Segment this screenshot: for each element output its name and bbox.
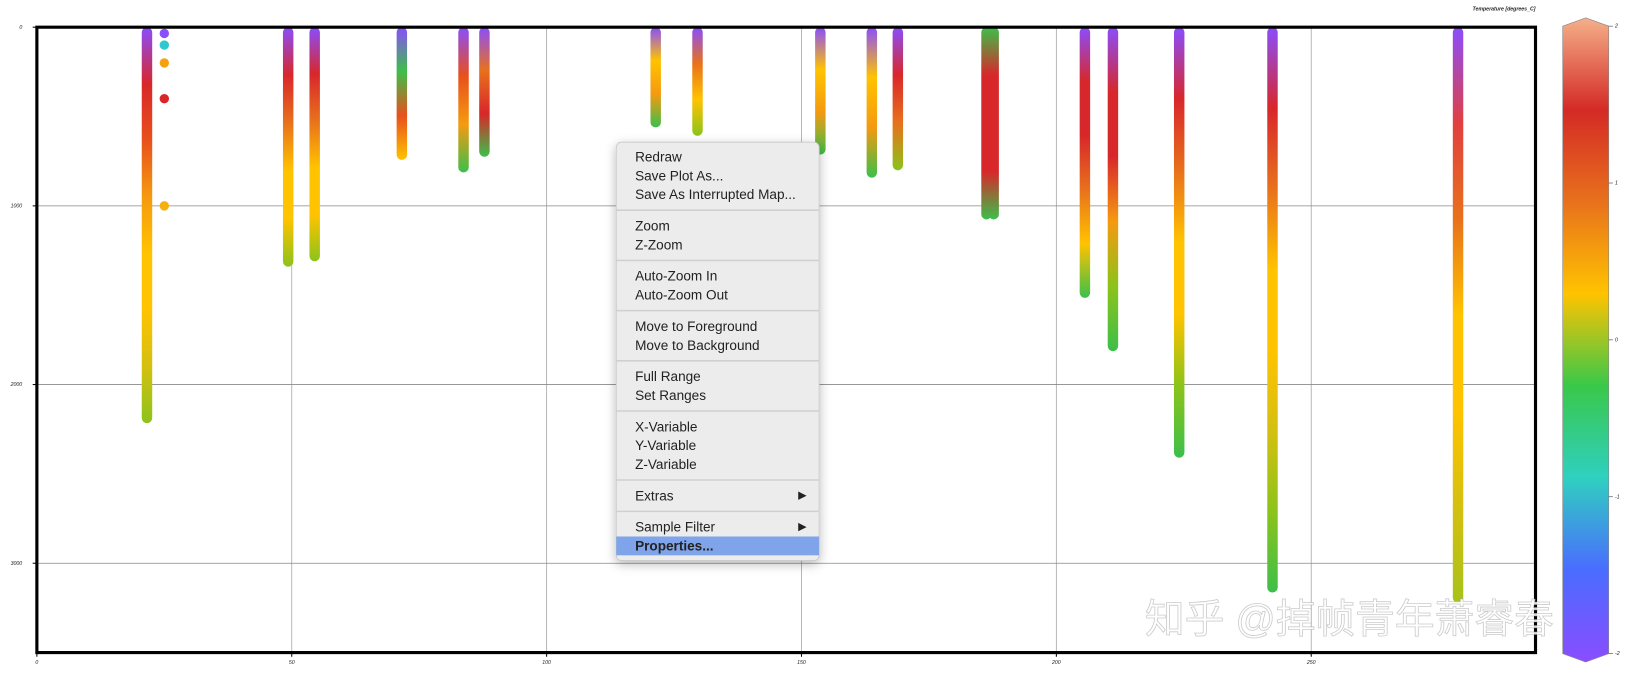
profile xyxy=(458,27,469,173)
profile xyxy=(479,27,490,157)
colorbar-tick-label: -1 xyxy=(1615,494,1620,500)
plot-frame xyxy=(35,25,1538,655)
y-tick-label: 2000 xyxy=(10,382,23,388)
x-tick-label: 200 xyxy=(1051,660,1061,666)
colorbar: Temperature [degrees_C] -2 -1 0 1 2 xyxy=(1472,6,1620,663)
x-tick-label: 0 xyxy=(35,660,38,666)
x-tick-label: 150 xyxy=(797,660,806,666)
profile xyxy=(1107,27,1119,352)
y-tick-label: 0 xyxy=(19,25,22,31)
sample-point xyxy=(159,201,170,211)
profile xyxy=(282,27,294,267)
profile xyxy=(1079,27,1091,298)
watermark: 知乎 @掉帧青年萧睿春 xyxy=(1145,598,1554,642)
menu-item[interactable]: Move to Background xyxy=(635,338,760,353)
x-tick-label: 100 xyxy=(542,660,551,666)
menu-highlight xyxy=(616,536,820,556)
menu-item[interactable]: Zoom xyxy=(635,219,670,234)
menu-item[interactable]: Properties... xyxy=(635,539,713,554)
menu-item[interactable]: X-Variable xyxy=(635,419,697,434)
menu-item[interactable]: Save Plot As... xyxy=(635,168,723,183)
menu-item[interactable]: Extras xyxy=(635,488,674,503)
colorbar-tick-label: -2 xyxy=(1615,651,1620,657)
y-tick-label: 3000 xyxy=(11,561,23,567)
menu-item[interactable]: Full Range xyxy=(635,369,701,384)
menu-item[interactable]: Z-Variable xyxy=(635,457,697,472)
submenu-arrow xyxy=(798,491,807,500)
colorbar-tick-label: 2 xyxy=(1614,24,1618,30)
submenu-arrow xyxy=(798,522,807,532)
context-menu: Redraw Save Plot As... Save As Interrupted… xyxy=(615,141,820,561)
profile xyxy=(1452,27,1464,603)
menu-item[interactable]: Auto-Zoom Out xyxy=(635,288,728,303)
profile xyxy=(988,27,999,220)
y-tick-label: 1000 xyxy=(11,203,23,209)
menu-item[interactable]: Sample Filter xyxy=(635,520,715,535)
colorbar-tick-label: 1 xyxy=(1615,181,1618,187)
sample-point xyxy=(159,40,170,50)
menu-item[interactable]: Set Ranges xyxy=(635,388,706,403)
sample-point xyxy=(159,28,170,39)
sample-point xyxy=(159,58,170,68)
colorbar-title: Temperature [degrees_C] xyxy=(1472,6,1535,12)
menu-item: Save As Interrupted Map... xyxy=(635,187,796,202)
menu-item[interactable]: Y-Variable xyxy=(635,438,696,453)
sample-point xyxy=(159,93,170,104)
profile xyxy=(650,27,661,128)
profile xyxy=(692,27,703,136)
profile xyxy=(892,27,904,171)
x-tick-label: 50 xyxy=(289,660,295,666)
menu-item[interactable]: Redraw xyxy=(635,150,682,165)
profile xyxy=(815,27,826,155)
colorbar-tick-label: 0 xyxy=(1615,337,1618,343)
profile xyxy=(866,27,878,178)
profile xyxy=(309,27,320,262)
profile xyxy=(1173,27,1185,458)
colorbar-bar xyxy=(1562,17,1610,663)
profile xyxy=(141,27,153,424)
menu-background xyxy=(615,141,820,561)
profile xyxy=(396,27,408,160)
menu-item[interactable]: Z-Zoom xyxy=(635,237,683,252)
menu-item[interactable]: Auto-Zoom In xyxy=(635,269,717,284)
profile xyxy=(1267,27,1278,593)
x-tick-label: 250 xyxy=(1306,660,1316,666)
menu-item[interactable]: Move to Foreground xyxy=(635,319,757,334)
